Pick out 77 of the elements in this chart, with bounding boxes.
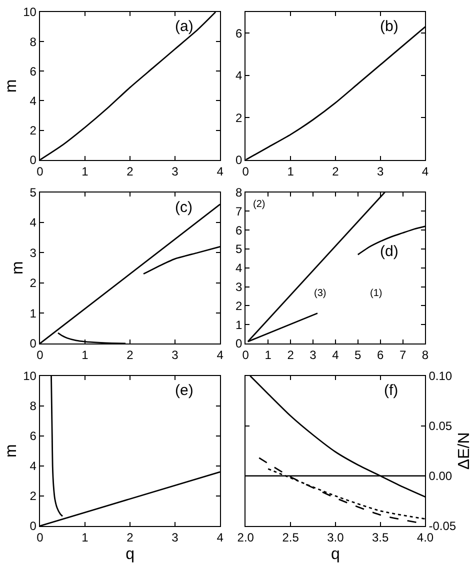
x-tick-label: 3: [172, 164, 179, 178]
y-tick-label: 2: [30, 124, 37, 138]
annotation: (1): [370, 288, 382, 299]
y2-tick-label: 0.05: [428, 419, 452, 434]
y-tick-label: 4: [30, 459, 37, 474]
y2-axis-title: ΔE/N: [456, 432, 474, 470]
y-tick-label: 8: [30, 34, 37, 49]
y-tick-label: 1: [235, 318, 242, 332]
y-tick-label: 0: [30, 336, 37, 351]
x-tick-label: 4: [216, 348, 224, 362]
annotation: (2): [253, 199, 266, 210]
x-tick-label: 3: [310, 348, 317, 362]
x-tick-label: 1: [82, 164, 89, 178]
y-tick-label: 0: [235, 153, 242, 168]
x-tick-label: 4: [422, 164, 429, 178]
x-axis-title: q: [330, 546, 340, 564]
x-tick-label: 4: [332, 348, 340, 362]
x-tick-label: 5: [354, 348, 362, 362]
annotation: (3): [314, 288, 326, 299]
x-tick-label: 1: [264, 348, 272, 362]
x-axis-title: q: [126, 546, 134, 564]
x-tick-label: 4: [216, 164, 224, 178]
x-tick-label: 4: [216, 530, 224, 544]
y-tick-label: 3: [30, 246, 37, 260]
text: (c): [175, 199, 192, 216]
x-tick-label: 3.5: [372, 530, 390, 544]
x-tick-label: 2: [332, 164, 340, 178]
y-axis-title: m: [10, 261, 27, 275]
x-tick-label: 3: [376, 164, 384, 178]
y-tick-label: 4: [235, 261, 242, 276]
y-tick-label: 8: [30, 399, 37, 414]
y-tick-label: 2: [30, 489, 37, 504]
x-tick-label: 8: [422, 348, 429, 362]
x-tick-label: 2: [126, 348, 134, 362]
chart-title: (a): [175, 18, 194, 35]
x-tick-label: 7: [399, 348, 406, 362]
y-tick-label: 2: [235, 298, 242, 313]
x-tick-label: 2: [126, 164, 134, 178]
y-axis-title: m: [3, 444, 20, 458]
y-tick-label: 4: [235, 68, 242, 83]
y-tick-label: 1: [30, 306, 37, 320]
y-tick-label: 6: [30, 429, 37, 444]
y-tick-label: 2: [235, 110, 242, 125]
y-tick-label: 6: [235, 223, 242, 238]
y-tick-label: 10: [23, 369, 37, 384]
y-tick-label: 2: [30, 276, 37, 290]
x-tick-label: 2.0: [237, 530, 254, 544]
x-tick-label: 2: [126, 530, 134, 544]
x-tick-label: 1: [287, 164, 294, 178]
x-tick-label: 2: [287, 348, 294, 362]
text: (e): [175, 382, 194, 399]
y-tick-label: 0: [30, 519, 37, 534]
text: (f): [384, 382, 398, 399]
y-tick-label: 6: [235, 26, 242, 40]
x-tick-label: 3.0: [327, 530, 344, 544]
x-tick-label: 6: [376, 348, 384, 362]
y-tick-label: 3: [235, 280, 242, 294]
x-tick-label: 1: [82, 348, 89, 362]
x-tick-label: 1: [82, 530, 89, 544]
y-tick-label: 0: [30, 153, 37, 168]
y2-tick-label: 0.10: [428, 369, 452, 384]
y-tick-label: 5: [235, 242, 242, 256]
y2-tick-label: 0.00: [428, 469, 452, 484]
y-tick-label: 4: [30, 216, 37, 230]
y-tick-label: 10: [23, 5, 37, 20]
y-tick-label: 0: [235, 336, 242, 351]
y-tick-label: 8: [235, 185, 242, 200]
y-tick-label: 5: [30, 185, 37, 200]
x-tick-label: 3: [172, 530, 179, 544]
x-tick-label: 2.5: [282, 530, 300, 544]
y-tick-label: 4: [30, 94, 37, 108]
y-tick-label: 7: [235, 204, 242, 218]
text: (d): [380, 243, 398, 260]
x-tick-label: 3: [172, 348, 179, 362]
chart-title: (b): [380, 18, 398, 35]
y-tick-label: 6: [30, 64, 37, 78]
y-axis-title: m: [3, 79, 20, 93]
